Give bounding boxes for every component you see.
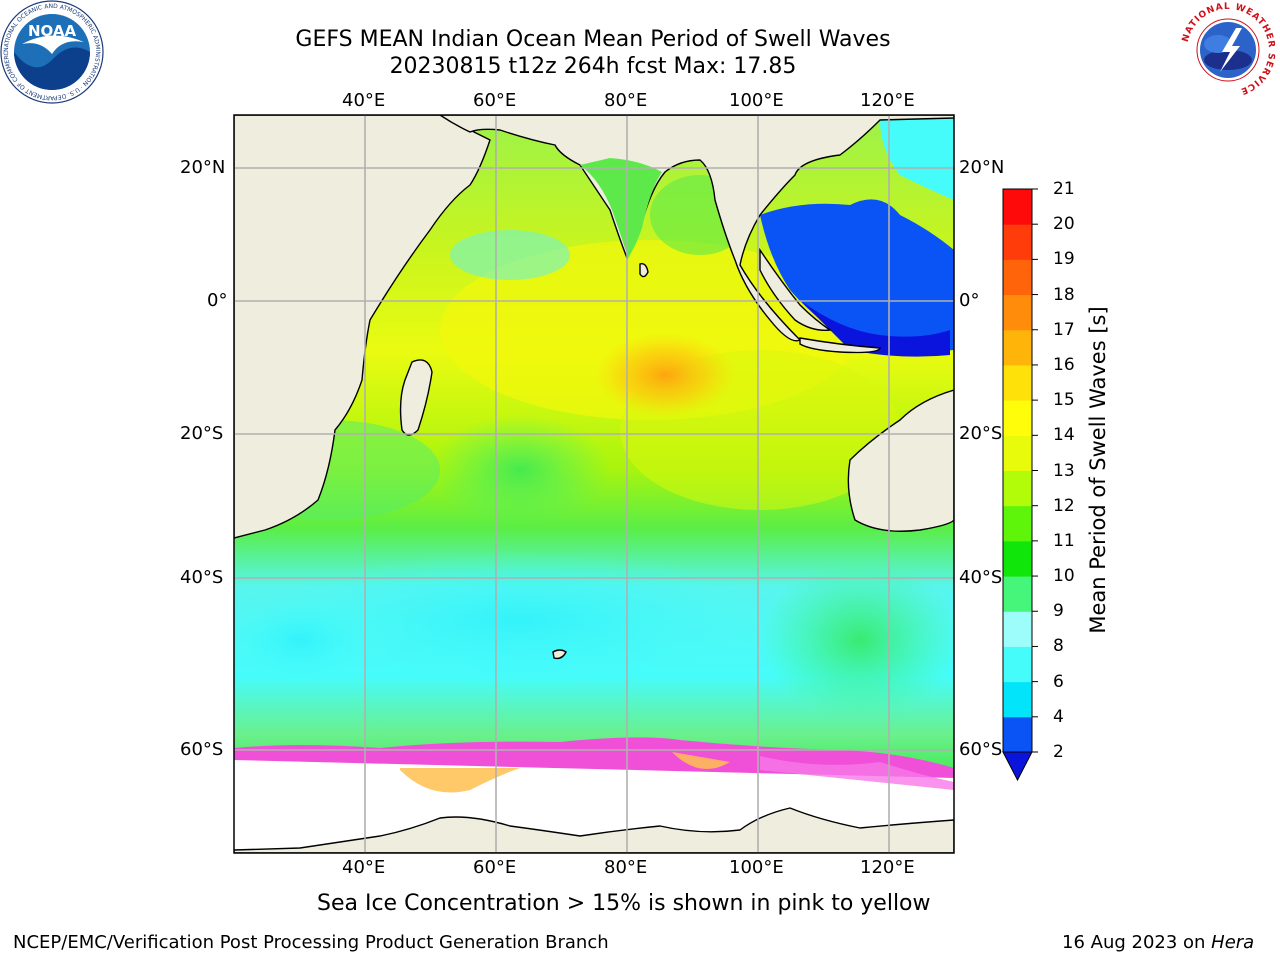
- colorbar-segment: [1003, 470, 1032, 507]
- lon-label-bottom-80e: 80°E: [604, 857, 648, 878]
- kerguelen-island: [552, 649, 567, 660]
- colorbar-segment: [1003, 540, 1032, 577]
- colorbar-extend-triangle: [1002, 751, 1033, 782]
- lat-label-right-20n: 20°N: [959, 157, 1005, 178]
- sri-lanka-land: [639, 262, 649, 278]
- colorbar-segment: [1003, 435, 1032, 471]
- footer-date-text: 16 Aug 2023 on: [1062, 932, 1212, 953]
- gridlines: [234, 115, 954, 853]
- colorbar-segment: [1003, 400, 1032, 436]
- colorbar-tick-label: 17: [1053, 319, 1075, 340]
- colorbar-segment: [1003, 646, 1032, 683]
- lat-label-right-20s: 20°S: [959, 423, 1003, 444]
- noaa-logo-text: NOAA: [28, 22, 77, 40]
- arabia-asia-land: [438, 115, 954, 342]
- noaa-logo: NATIONAL OCEANIC AND ATMOSPHERIC ADMINIS…: [0, 0, 104, 104]
- lon-label-bottom-120e: 120°E: [860, 857, 915, 878]
- colorbar-tick-label: 9: [1053, 601, 1064, 622]
- antarctica-land: [234, 807, 954, 853]
- colorbar-segment: [1003, 364, 1032, 401]
- colorbar-tick-label: 14: [1053, 425, 1075, 446]
- colorbar-tick-label: 21: [1053, 179, 1075, 199]
- colorbar-segment: [1003, 576, 1032, 612]
- colorbar-segment: [1003, 189, 1032, 225]
- sea-ice-note: Sea Ice Concentration > 15% is shown in …: [317, 891, 931, 916]
- colorbar-tick-label: 18: [1053, 284, 1075, 305]
- colorbar-tick-label: 11: [1053, 530, 1075, 551]
- colorbar-segment: [1003, 294, 1032, 331]
- colorbar-segment: [1003, 224, 1032, 260]
- lon-label-top-120e: 120°E: [860, 90, 915, 111]
- australia-land: [847, 389, 954, 532]
- colorbar-tick-label: 6: [1053, 671, 1064, 692]
- footer-machine: Hera: [1211, 932, 1255, 953]
- colorbar-tick-label: 20: [1053, 214, 1075, 235]
- footer-date: 16 Aug 2023 on Hera: [1062, 932, 1254, 954]
- java-land: [799, 337, 881, 354]
- colorbar-segment: [1003, 611, 1032, 647]
- colorbar-tick-label: 19: [1053, 249, 1075, 270]
- lat-label-left-20n: 20°N: [180, 157, 226, 178]
- india-land: [580, 158, 662, 258]
- land-masses: [234, 115, 954, 853]
- colorbar-segment: [1003, 259, 1032, 296]
- lon-label-top-100e: 100°E: [729, 90, 784, 111]
- lat-label-left-20s: 20°S: [180, 423, 224, 444]
- max-period-region: [595, 333, 735, 417]
- colorbar-tick-label: 12: [1053, 495, 1075, 516]
- lat-label-right-0: 0°: [959, 290, 980, 311]
- africa-land: [234, 115, 491, 539]
- lon-label-top-60e: 60°E: [473, 90, 517, 111]
- colorbar-tick-label: 15: [1053, 390, 1075, 411]
- colorbar-tick-label: 8: [1053, 636, 1064, 657]
- lon-label-bottom-40e: 40°E: [342, 857, 386, 878]
- map-frame: [233, 114, 955, 854]
- lat-label-left-60s: 60°S: [180, 739, 224, 760]
- colorbar-title: Mean Period of Swell Waves [s]: [1086, 306, 1110, 634]
- lon-label-top-40e: 40°E: [342, 90, 386, 111]
- lat-label-left-0: 0°: [207, 290, 228, 311]
- lat-label-right-60s: 60°S: [959, 739, 1003, 760]
- colorbar-segment: [1003, 505, 1032, 542]
- chart-subtitle: 20230815 t12z 264h fcst Max: 17.85: [389, 54, 797, 79]
- lon-label-bottom-60e: 60°E: [473, 857, 517, 878]
- colorbar-segment: [1003, 681, 1032, 718]
- indonesian-seas-low-period: [760, 199, 954, 352]
- colorbar-tick-label: 16: [1053, 354, 1075, 375]
- map-area: [234, 115, 954, 853]
- chart-title: GEFS MEAN Indian Ocean Mean Period of Sw…: [295, 27, 891, 52]
- national-weather-service-logo: NATIONAL WEATHER SERVICE: [1180, 2, 1276, 98]
- colorbar-tick-label: 4: [1053, 706, 1064, 727]
- lon-label-top-80e: 80°E: [604, 90, 648, 111]
- colorbar-tick-label: 2: [1053, 742, 1064, 762]
- colorbar-segment: [1003, 329, 1032, 366]
- colorbar: [1002, 188, 1038, 782]
- lat-label-right-40s: 40°S: [959, 567, 1003, 588]
- madagascar-land: [399, 359, 433, 436]
- colorbar-segment: [1003, 716, 1032, 753]
- colorbar-tick-label: 10: [1053, 566, 1075, 587]
- colorbar-tick-label: 13: [1053, 460, 1075, 481]
- lon-label-bottom-100e: 100°E: [729, 857, 784, 878]
- lat-label-left-40s: 40°S: [180, 567, 224, 588]
- footer-credit: NCEP/EMC/Verification Post Processing Pr…: [13, 932, 609, 953]
